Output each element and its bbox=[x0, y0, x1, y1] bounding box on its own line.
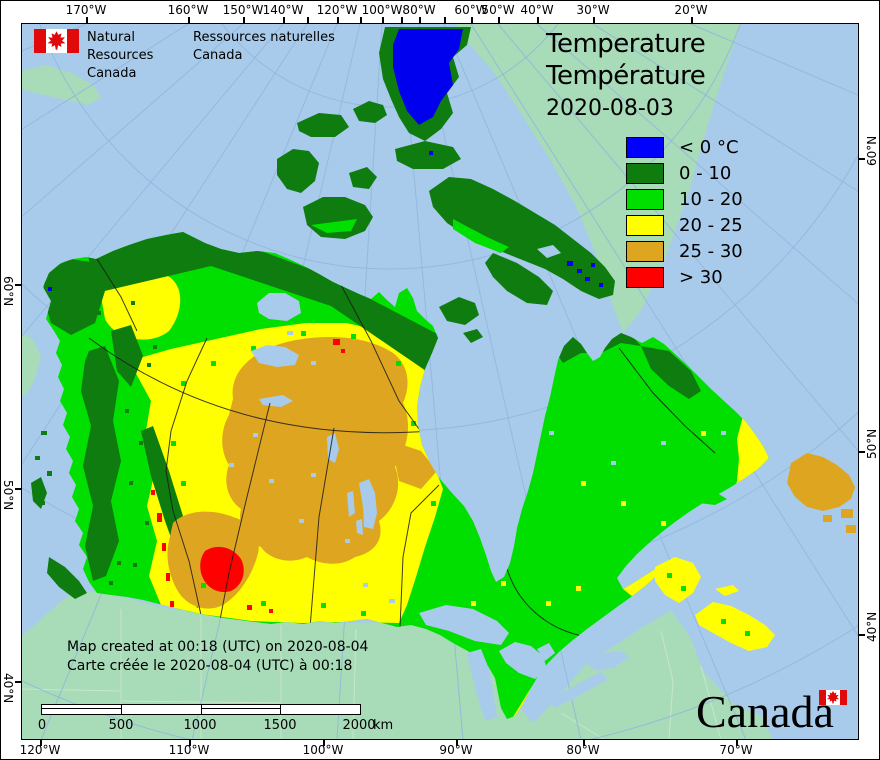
legend-row: 20 - 25 bbox=[626, 215, 743, 236]
lon-label: 110°W bbox=[168, 743, 210, 757]
lon-label: 60°W bbox=[454, 3, 488, 17]
legend-row: 10 - 20 bbox=[626, 189, 743, 210]
lon-label: 80°W bbox=[566, 743, 600, 757]
legend-swatch bbox=[626, 215, 664, 236]
lon-label: 120°W bbox=[19, 743, 61, 757]
legend-swatch bbox=[626, 267, 664, 288]
lon-label: 90°W bbox=[439, 743, 473, 757]
map-title: Temperature Température 2020-08-03 bbox=[546, 28, 706, 121]
scale-bar bbox=[41, 704, 361, 715]
map-frame bbox=[21, 23, 859, 740]
lat-label: 40°N bbox=[865, 611, 879, 642]
legend-label: < 0 °C bbox=[679, 137, 739, 158]
legend-swatch bbox=[626, 189, 664, 210]
lat-label: 60°N bbox=[865, 135, 879, 166]
branding-fr-line2: Canada bbox=[193, 48, 243, 63]
title-en: Temperature bbox=[546, 29, 706, 59]
arctic-islands bbox=[31, 27, 615, 599]
scale-unit: km bbox=[373, 718, 394, 733]
creation-note-en: Map created at 00:18 (UTC) on 2020-08-04 bbox=[67, 639, 369, 655]
alaska-sliver bbox=[22, 333, 41, 397]
lon-label: 100°W bbox=[302, 743, 344, 757]
canada-flag-icon bbox=[34, 29, 79, 53]
legend-row: > 30 bbox=[626, 267, 743, 288]
lon-label: 80°W bbox=[402, 3, 436, 17]
scale-label: 500 bbox=[108, 718, 134, 733]
atlantic-region bbox=[655, 453, 856, 651]
legend-swatch bbox=[626, 163, 664, 184]
wordmark-flag-icon bbox=[819, 690, 847, 705]
scale-label: 2000 bbox=[342, 718, 376, 733]
lat-label: 50°N bbox=[1, 480, 15, 511]
legend-row: < 0 °C bbox=[626, 137, 743, 158]
great-lakes bbox=[419, 605, 629, 721]
title-date: 2020-08-03 bbox=[546, 96, 674, 121]
creation-note: Map created at 00:18 (UTC) on 2020-08-04… bbox=[67, 638, 368, 676]
lon-label: 100°W bbox=[361, 3, 403, 17]
legend-row: 0 - 10 bbox=[626, 163, 743, 184]
legend-swatch bbox=[626, 137, 664, 158]
greenland bbox=[456, 24, 741, 333]
lat-label: 60°N bbox=[1, 276, 15, 307]
branding-fr-line1: Ressources naturelles bbox=[193, 30, 335, 45]
creation-note-fr: Carte créée le 2020-08-04 (UTC) à 00:18 bbox=[67, 658, 353, 674]
lat-label: 40°N bbox=[1, 673, 15, 704]
canada-temperature-map bbox=[22, 24, 858, 739]
scale-segment bbox=[200, 705, 281, 714]
lon-label: 160°W bbox=[167, 3, 209, 17]
legend-label: > 30 bbox=[679, 267, 723, 288]
legend-label: 25 - 30 bbox=[679, 241, 743, 262]
title-fr: Température bbox=[546, 61, 706, 91]
legend-label: 10 - 20 bbox=[679, 189, 743, 210]
scale-segment bbox=[42, 705, 121, 714]
legend-row: 25 - 30 bbox=[626, 241, 743, 262]
maple-leaf-icon bbox=[47, 31, 66, 50]
government-branding: Natural Resources Canada Ressources natu… bbox=[34, 29, 343, 83]
legend-swatch bbox=[626, 241, 664, 262]
legend-label: 20 - 25 bbox=[679, 215, 743, 236]
lat-label: 50°N bbox=[865, 428, 879, 459]
lon-label: 30°W bbox=[576, 3, 610, 17]
scale-label: 1000 bbox=[183, 718, 217, 733]
scale-label: 1500 bbox=[263, 718, 297, 733]
legend-label: 0 - 10 bbox=[679, 163, 732, 184]
lon-label: 170°W bbox=[65, 3, 107, 17]
scale-label: 0 bbox=[37, 718, 47, 733]
lon-label: 120°W bbox=[316, 3, 358, 17]
temperature-legend: < 0 °C 0 - 10 10 - 20 20 - 25 25 - 30 > … bbox=[626, 137, 743, 293]
chukotka bbox=[22, 65, 101, 105]
lon-label: 40°W bbox=[520, 3, 554, 17]
provincial-borders bbox=[88, 258, 716, 645]
lon-label: 150°W bbox=[222, 3, 264, 17]
branding-en-line2: Canada bbox=[87, 66, 137, 81]
lon-label: 140°W bbox=[262, 3, 304, 17]
canada-wordmark: Canada bbox=[696, 686, 834, 737]
scale-segment bbox=[280, 705, 360, 714]
lon-label: 50°W bbox=[481, 3, 515, 17]
scale-segment bbox=[120, 705, 201, 714]
branding-en-line1: Natural Resources bbox=[87, 30, 154, 63]
lon-label: 20°W bbox=[674, 3, 708, 17]
lon-label: 70°W bbox=[719, 743, 753, 757]
